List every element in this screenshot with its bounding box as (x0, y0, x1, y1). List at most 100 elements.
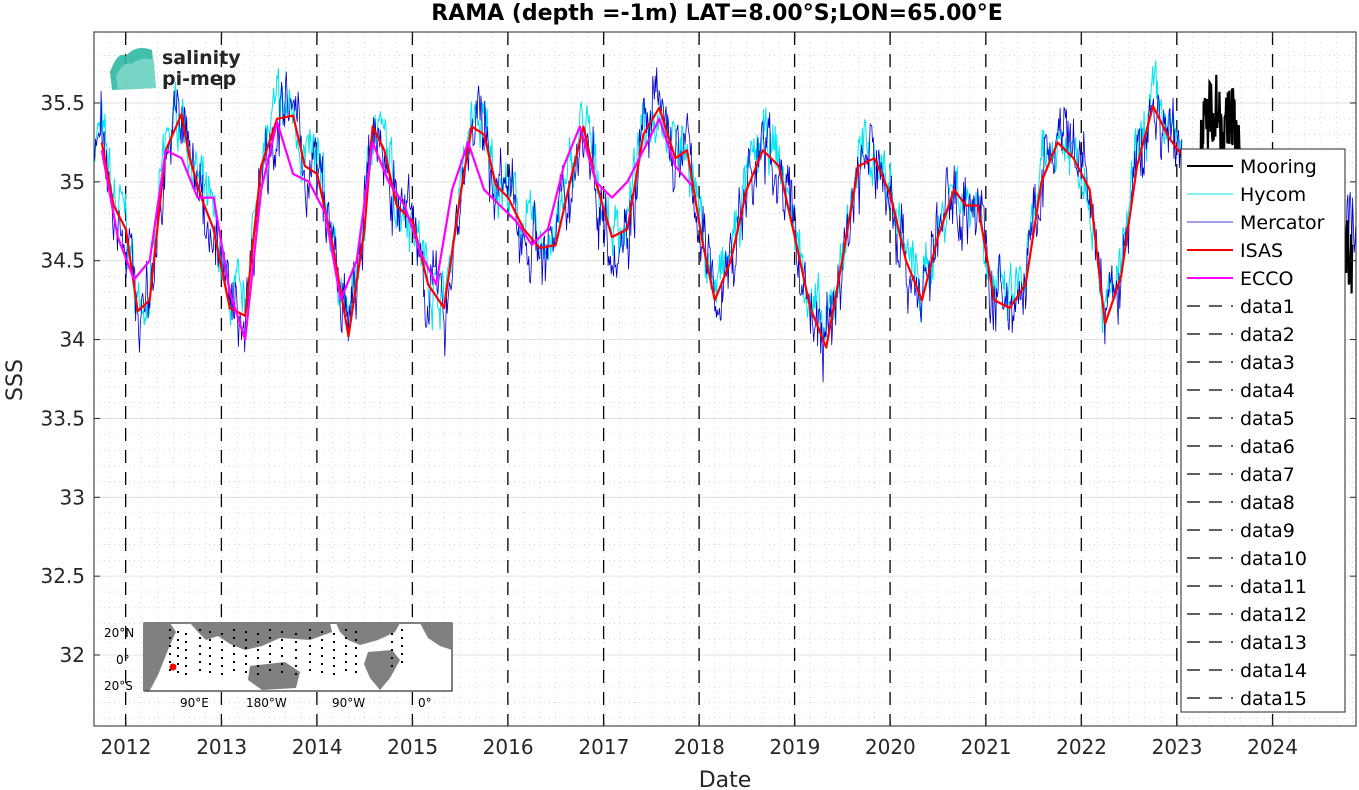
inset-dot (169, 661, 171, 663)
legend-entry: data15 (1240, 688, 1307, 710)
inset-dot (177, 663, 179, 665)
inset-dot (309, 637, 311, 639)
inset-dot (233, 653, 235, 655)
inset-dot (355, 671, 357, 673)
series-line-mooring (1343, 198, 1354, 294)
inset-dot (199, 661, 201, 663)
inset-dot (401, 629, 403, 631)
inset-dot (281, 631, 283, 633)
legend-entry: data5 (1240, 408, 1295, 430)
inset-dot (333, 633, 335, 635)
y-tick-label: 34 (60, 328, 85, 352)
inset-dot (269, 629, 271, 631)
inset-dot (257, 641, 259, 643)
inset-dot (169, 637, 171, 639)
inset-dot (391, 649, 393, 651)
inset-dot (169, 645, 171, 647)
inset-dot (333, 649, 335, 651)
legend-entry: data6 (1240, 436, 1295, 458)
inset-dot (295, 657, 297, 659)
inset-dot (185, 665, 187, 667)
inset-dot (295, 673, 297, 675)
inset-dot (257, 665, 259, 667)
x-tick-label: 2017 (578, 735, 629, 759)
x-tick-label: 2014 (292, 735, 343, 759)
inset-dot (209, 639, 211, 641)
legend-entry: data13 (1240, 632, 1307, 654)
x-axis-label: Date (699, 768, 752, 790)
y-tick-label: 33.5 (40, 406, 85, 430)
inset-dot (321, 639, 323, 641)
x-tick-label: 2012 (100, 735, 151, 759)
legend-entry: data1 (1240, 296, 1295, 318)
x-tick-label: 2013 (196, 735, 247, 759)
inset-dot (233, 629, 235, 631)
legend-entry: data9 (1240, 520, 1295, 542)
inset-dot (281, 647, 283, 649)
inset-dot (391, 641, 393, 643)
inset-dot (177, 655, 179, 657)
inset-dot (345, 645, 347, 647)
inset-dot (333, 673, 335, 675)
x-tick-label: 2019 (769, 735, 820, 759)
inset-dot (309, 661, 311, 663)
inset-dot (391, 633, 393, 635)
inset-dot (245, 639, 247, 641)
inset-dot (401, 661, 403, 663)
series-line-mercator (94, 67, 1183, 383)
salinity-pi-mep-logo: salinity pi-mep (110, 47, 241, 90)
inset-dot (281, 671, 283, 673)
legend-box (1180, 148, 1346, 713)
inset-dot (169, 669, 171, 671)
inset-selected-mooring (169, 663, 177, 671)
inset-dot (177, 671, 179, 673)
x-tick-label: 2022 (1056, 735, 1107, 759)
inset-dot (309, 669, 311, 671)
inset-dot (199, 637, 201, 639)
inset-dot (391, 665, 393, 667)
inset-dot (185, 649, 187, 651)
legend-entry: data10 (1240, 548, 1307, 570)
inset-dot (345, 669, 347, 671)
x-tick-label: 2018 (674, 735, 725, 759)
inset-dot (221, 641, 223, 643)
inset-dot (199, 669, 201, 671)
inset-dot (185, 641, 187, 643)
inset-dot (199, 645, 201, 647)
inset-dot (185, 673, 187, 675)
inset-dot (281, 663, 283, 665)
inset-dot (177, 639, 179, 641)
inset-dot (401, 645, 403, 647)
inset-dot (245, 631, 247, 633)
inset-dot (233, 645, 235, 647)
inset-dot (221, 657, 223, 659)
inset-map: 20°N 0° 20°S 90°E 180°W 90°W 0° (104, 622, 453, 710)
inset-dot (209, 671, 211, 673)
inset-dot (257, 649, 259, 651)
inset-europe (420, 623, 452, 650)
y-tick-label: 35 (60, 170, 85, 194)
inset-lat-20n: 20°N (104, 626, 134, 640)
inset-dot (401, 653, 403, 655)
inset-dot (221, 673, 223, 675)
inset-dot (269, 637, 271, 639)
inset-dot (269, 645, 271, 647)
inset-dot (295, 641, 297, 643)
legend-entry: ISAS (1240, 240, 1283, 262)
series-line-isas (100, 104, 1182, 349)
inset-dot (245, 671, 247, 673)
legend-entry: data8 (1240, 492, 1295, 514)
inset-dot (257, 657, 259, 659)
inset-dot (355, 663, 357, 665)
inset-dot (199, 629, 201, 631)
x-axis: 2012 2013 2014 2015 2016 2017 2018 2019 2020 2021… (100, 32, 1298, 759)
inset-dot (309, 653, 311, 655)
inset-lat-20s: 20°S (104, 679, 133, 693)
inset-dot (169, 629, 171, 631)
inset-africa (144, 623, 176, 691)
y-tick-label: 32.5 (40, 564, 85, 588)
inset-dot (321, 647, 323, 649)
legend-entry: data3 (1240, 352, 1295, 374)
inset-dot (321, 663, 323, 665)
inset-dot (345, 629, 347, 631)
